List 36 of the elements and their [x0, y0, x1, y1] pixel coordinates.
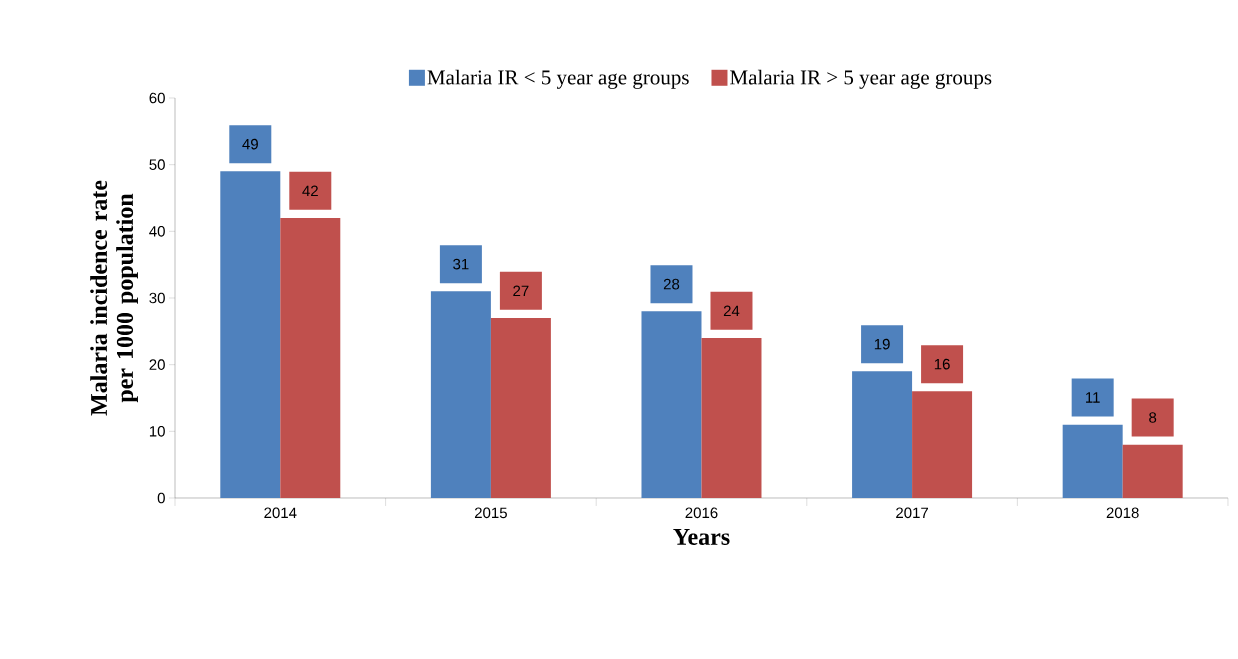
y-tick-label: 20 — [149, 359, 165, 370]
x-tick-label: 2017 — [896, 507, 929, 519]
data-label: 11 — [1086, 392, 1100, 403]
y-tick-label: 50 — [149, 159, 165, 170]
y-tick-label: 30 — [149, 292, 165, 304]
y-tick-label: 0 — [157, 492, 165, 504]
x-axis-title: Years — [673, 528, 730, 545]
bar — [490, 318, 551, 498]
data-label: 31 — [453, 258, 469, 270]
bar — [701, 338, 762, 498]
data-label: 24 — [723, 305, 740, 317]
bar — [912, 391, 973, 498]
bar — [641, 311, 702, 498]
bar — [1062, 424, 1123, 498]
data-label: 27 — [513, 285, 529, 297]
data-label: 28 — [663, 278, 680, 290]
data-label: 42 — [302, 185, 318, 197]
y-axis-title: Malaria incidence rate per 1000 population — [90, 180, 138, 416]
data-label: 16 — [934, 358, 950, 370]
y-tick-label: 40 — [149, 226, 165, 237]
bar — [1122, 444, 1183, 498]
bar — [430, 291, 491, 498]
data-label: 8 — [1149, 412, 1157, 423]
legend-label: Malaria IR < 5 year age groups — [427, 69, 689, 89]
y-tick-label: 10 — [149, 426, 165, 437]
bar — [280, 218, 341, 498]
data-label: 19 — [874, 338, 890, 350]
x-tick-label: 2016 — [685, 507, 718, 519]
y-tick-label: 60 — [149, 92, 165, 104]
legend-label: Malaria IR > 5 year age groups — [730, 69, 992, 89]
x-tick-label: 2014 — [264, 507, 297, 519]
x-tick-label: 2015 — [474, 507, 507, 519]
bar — [220, 171, 281, 498]
x-tick-label: 2018 — [1106, 507, 1139, 519]
bar — [852, 371, 913, 498]
data-label: 49 — [242, 138, 258, 150]
